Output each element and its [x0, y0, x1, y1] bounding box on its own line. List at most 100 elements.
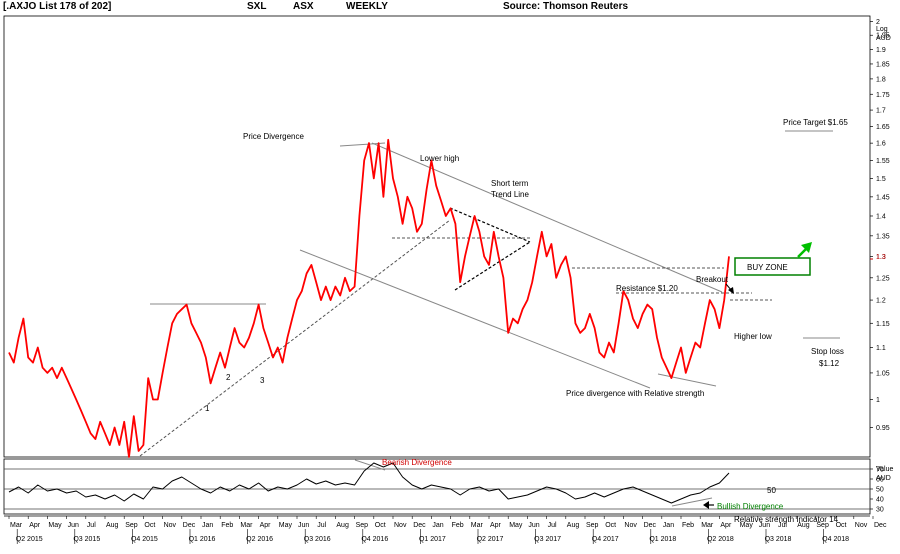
source-label: Source: Thomson Reuters: [503, 1, 629, 12]
bullish-arrow-head: [703, 501, 709, 509]
month-tick-label: Jan: [432, 522, 443, 529]
month-tick-label: May: [279, 522, 293, 529]
month-tick-label: Jul: [778, 522, 787, 529]
month-tick-label: Jan: [202, 522, 213, 529]
month-tick-label: Aug: [567, 522, 580, 529]
buy-zone-box: [734, 257, 811, 276]
short-term-label: Short term: [491, 179, 529, 188]
rs-divergence-line: [657, 373, 717, 387]
quarter-label: Q3 2018: [765, 536, 792, 543]
price-tick-label: 1.7: [876, 108, 886, 115]
period-label: WEEKLY: [346, 1, 388, 12]
rsi-tick-label: 70: [876, 467, 884, 474]
rsi-value-label: Value: [876, 466, 893, 473]
month-tick-label: May: [48, 522, 62, 529]
month-tick-label: Aug: [106, 522, 119, 529]
month-tick-label: Mar: [471, 522, 484, 529]
rsi-50-label: 50: [767, 486, 776, 495]
lower-high-label: Lower high: [420, 154, 459, 163]
breakout-label: Breakout: [696, 275, 729, 284]
price-tick-label: 0.95: [876, 425, 890, 432]
month-tick-label: May: [740, 522, 754, 529]
month-tick-label: Feb: [221, 522, 233, 529]
quarter-label: Q4 2015: [131, 536, 158, 543]
price-tick-label: 1.1: [876, 345, 886, 352]
resistance-label: Resistance $1.20: [616, 284, 678, 293]
price-tick-label: 1.8: [876, 76, 886, 83]
rsi-series-line: [8, 462, 730, 504]
rsi-tick-label: 50: [876, 487, 884, 494]
price-tick-label: 1.55: [876, 158, 890, 165]
month-tick-label: Dec: [644, 522, 657, 529]
month-tick-label: May: [509, 522, 523, 529]
month-tick-label: Sep: [586, 522, 599, 529]
quarter-label: Q4 2018: [822, 536, 849, 543]
bearish-divergence-label: Bearish Divergence: [382, 458, 452, 467]
stop-loss-label: Stop loss: [811, 347, 844, 356]
rsi-tick-label: 40: [876, 497, 884, 504]
quarter-label: Q2 2017: [477, 536, 504, 543]
month-tick-label: Oct: [836, 522, 847, 529]
price-tick-label: 1.75: [876, 92, 890, 99]
month-tick-label: Jun: [68, 522, 79, 529]
price-tick-label: 1: [876, 397, 880, 404]
price-scale-label: Log: [876, 26, 888, 33]
month-tick-label: Apr: [260, 522, 272, 529]
price-tick-label: 1.9: [876, 47, 886, 54]
month-tick-label: Nov: [164, 522, 177, 529]
lower-channel-line: [299, 249, 651, 389]
quarter-label: Q2 2015: [16, 536, 43, 543]
price-tick-label: 1.45: [876, 194, 890, 201]
price-tick-label: 1.35: [876, 233, 890, 240]
price-tick-label: 1.15: [876, 321, 890, 328]
higher-low-label: Higher low: [734, 332, 772, 341]
list-label: [.AXJO List 178 of 202]: [3, 1, 112, 12]
month-tick-label: Oct: [144, 522, 155, 529]
trend-line-label: Trend Line: [491, 190, 530, 199]
wave-3-label: 3: [260, 376, 265, 385]
price-tick-label: 1.6: [876, 141, 886, 148]
rsi-title-label: Relative strength Indicator 14: [734, 515, 839, 524]
quarter-label: Q3 2016: [304, 536, 331, 543]
month-tick-label: Jul: [87, 522, 96, 529]
month-tick-label: Feb: [682, 522, 694, 529]
price-divergence-label: Price Divergence: [243, 132, 304, 141]
month-tick-label: Nov: [855, 522, 868, 529]
price-panel-frame: [3, 15, 871, 458]
bullish-divergence-line: [671, 497, 713, 507]
quarter-label: Q2 2018: [707, 536, 734, 543]
price-tick-label: 1.3: [876, 254, 886, 261]
price-series-line: [8, 138, 730, 458]
price-tick-label: 2: [876, 19, 880, 26]
security-code: SXL: [247, 1, 267, 12]
exchange-label: ASX: [293, 1, 314, 12]
buy-zone-label: BUY ZONE: [747, 263, 788, 272]
month-tick-label: Apr: [29, 522, 41, 529]
month-tick-label: Sep: [125, 522, 138, 529]
month-tick-label: Mar: [10, 522, 23, 529]
divergence-top-line: [339, 142, 386, 147]
month-tick-label: Jan: [663, 522, 674, 529]
price-tick-label: 1.65: [876, 124, 890, 131]
quarter-label: Q2 2016: [246, 536, 273, 543]
price-tick-label: 1.2: [876, 298, 886, 305]
quarter-label: Q1 2017: [419, 536, 446, 543]
rsi-axis-ticks: 30 40 50 60 70: [870, 467, 884, 514]
month-tick-label: Dec: [413, 522, 426, 529]
rsi-panel-frame: [3, 458, 871, 515]
stop-loss-value-label: $1.12: [819, 359, 840, 368]
quarter-label: Q4 2017: [592, 536, 619, 543]
month-tick-label: Aug: [336, 522, 349, 529]
price-tick-label: 1.25: [876, 275, 890, 282]
month-tick-label: Aug: [797, 522, 810, 529]
month-tick-label: Feb: [452, 522, 464, 529]
month-tick-label: Nov: [624, 522, 637, 529]
x-axis-ticks: Mar Apr May Jun Jul Aug Sep Oct Nov Dec Jan Feb Mar A…: [8, 516, 887, 544]
quarter-label: Q4 2016: [361, 536, 388, 543]
bearish-divergence-line: [354, 459, 386, 471]
price-tick-label: 1.95: [876, 33, 890, 40]
month-tick-label: Sep: [816, 522, 829, 529]
month-tick-label: Jun: [759, 522, 770, 529]
month-tick-label: Sep: [356, 522, 369, 529]
